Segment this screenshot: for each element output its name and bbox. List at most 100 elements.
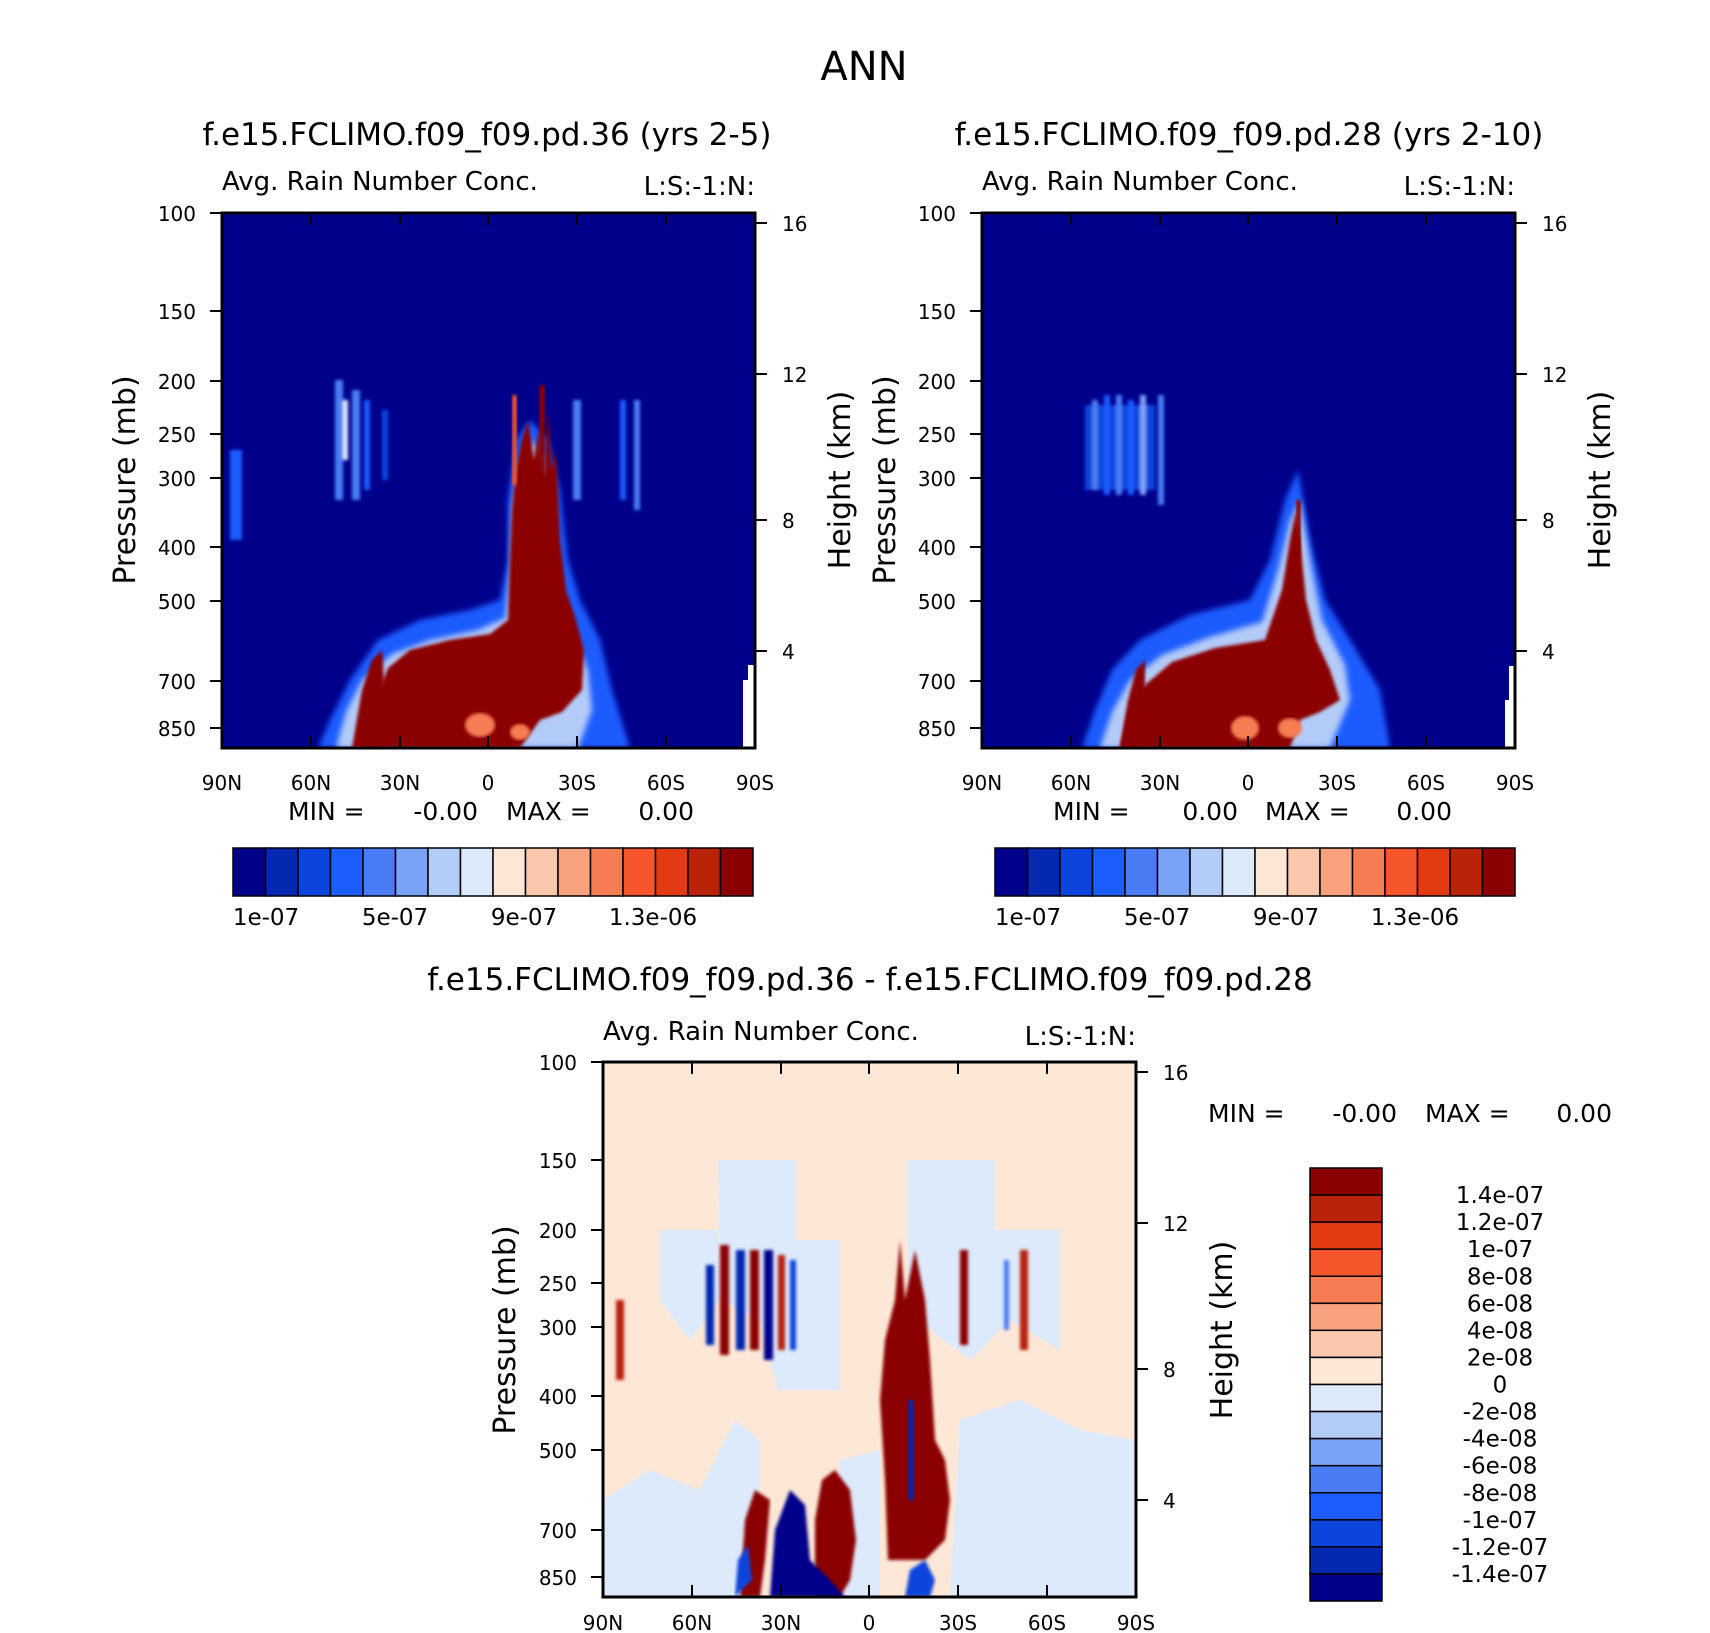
missing-data xyxy=(1505,666,1515,748)
colorbar-swatch xyxy=(994,847,1029,897)
y-tick-label: 250 xyxy=(539,1272,577,1296)
y2-tick: 4 xyxy=(1515,640,1555,664)
colorbar-swatch xyxy=(329,847,364,897)
colorbar-label: -1.2e-07 xyxy=(1452,1535,1549,1561)
warm-core-spike xyxy=(1296,500,1301,560)
colorbar-swatch xyxy=(1351,847,1386,897)
streak xyxy=(1140,395,1146,495)
heatmap-field xyxy=(982,213,1515,748)
colorbar-swatch xyxy=(1309,1221,1383,1250)
y-tick-label: 150 xyxy=(158,300,196,324)
colorbar-swatch xyxy=(1091,847,1126,897)
colorbar-swatch xyxy=(427,847,462,897)
colorbar-label: 5e-07 xyxy=(362,905,428,931)
colorbar-label: -4e-08 xyxy=(1463,1427,1538,1453)
y-tick-label: 500 xyxy=(158,590,196,614)
y2-tick-label: 16 xyxy=(1542,212,1567,236)
colorbar-label: 1.4e-07 xyxy=(1456,1183,1544,1209)
y-tick: 400 xyxy=(539,1385,603,1409)
colorbar-swatch xyxy=(1416,847,1451,897)
weak-negative xyxy=(603,1420,760,1597)
y-tick: 300 xyxy=(539,1316,603,1340)
y-tick-label: 150 xyxy=(918,300,956,324)
streak-negative xyxy=(736,1250,745,1350)
warm-patch xyxy=(465,713,495,737)
streak xyxy=(335,380,343,500)
colorbar-swatch xyxy=(1309,1492,1383,1521)
y2-tick-label: 4 xyxy=(1163,1489,1176,1513)
colorbar-swatch xyxy=(1309,1167,1383,1196)
y-tick: 500 xyxy=(918,590,982,614)
colorbar-swatch xyxy=(1309,1410,1383,1440)
x-tick: 90N xyxy=(962,213,1002,795)
y-tick-label: 500 xyxy=(539,1439,577,1463)
negative-core xyxy=(908,1400,914,1500)
y-axis: 100 150 200 250 300 400 500 700 850 xyxy=(158,202,222,741)
max-value: 0.00 xyxy=(638,797,694,826)
colorbar-label: 1e-07 xyxy=(995,905,1061,931)
colorbar-label: 8e-08 xyxy=(1467,1264,1533,1290)
y-tick: 150 xyxy=(158,300,222,324)
y-tick-label: 500 xyxy=(918,590,956,614)
streak-negative xyxy=(706,1265,714,1345)
y-tick-label: 300 xyxy=(158,467,196,491)
colorbar-label: 2e-08 xyxy=(1467,1345,1533,1371)
y2-tick-label: 8 xyxy=(782,509,795,533)
y2-tick: 16 xyxy=(755,212,807,236)
y-tick-label: 250 xyxy=(918,423,956,447)
streak-negative xyxy=(764,1250,773,1360)
x-tick: 90N xyxy=(202,213,242,795)
y-tick-label: 700 xyxy=(918,670,956,694)
y2-axis-label: Height (km) xyxy=(1205,1241,1240,1420)
colorbar-swatch xyxy=(1189,847,1224,897)
x-tick-label: 30N xyxy=(761,1611,801,1633)
y-tick: 300 xyxy=(158,467,222,491)
y-tick-label: 700 xyxy=(539,1519,577,1543)
x-tick: 60N xyxy=(291,213,331,795)
x-tick-label: 90N xyxy=(583,1611,623,1633)
y2-axis: 16 12 8 4 xyxy=(755,212,807,664)
colorbar-swatch xyxy=(1309,1383,1383,1413)
y2-axis: 16 12 8 4 xyxy=(1515,212,1567,664)
x-tick: 60S xyxy=(1407,213,1445,795)
colorbar-swatch xyxy=(1026,847,1061,897)
colorbar-swatch xyxy=(589,847,624,897)
y2-tick-label: 8 xyxy=(1163,1358,1176,1382)
y-axis: 100 150 200 250 300 400 500 700 850 xyxy=(918,202,982,741)
y-tick-label: 300 xyxy=(539,1316,577,1340)
warm-core-spike xyxy=(512,395,517,485)
colorbar-label: 1.3e-06 xyxy=(609,905,697,931)
colorbar-swatch xyxy=(1309,1248,1383,1277)
y2-tick: 4 xyxy=(1136,1489,1176,1513)
panel-control-36: f.e15.FCLIMO.f09_f09.pd.36 (yrs 2-5) Avg… xyxy=(108,117,858,931)
negative-blob xyxy=(735,1545,752,1597)
case-tag: L:S:-1:N: xyxy=(1404,172,1515,202)
y2-tick-label: 4 xyxy=(1542,640,1555,664)
colorbar-swatch xyxy=(654,847,689,897)
colorbar-label: -2e-08 xyxy=(1463,1400,1538,1426)
panel-title: f.e15.FCLIMO.f09_f09.pd.36 - f.e15.FCLIM… xyxy=(427,962,1312,998)
x-tick-label: 60N xyxy=(291,771,331,795)
streak xyxy=(634,400,640,510)
y2-axis-label: Height (km) xyxy=(823,391,858,570)
x-tick: 60S xyxy=(647,213,685,795)
min-label: MIN = xyxy=(288,797,365,826)
positive-blob xyxy=(815,1470,856,1597)
y-tick-label: 400 xyxy=(158,536,196,560)
upper-streaks xyxy=(616,1245,1028,1380)
colorbar-swatch xyxy=(1254,847,1289,897)
colorbar-swatch xyxy=(1319,847,1354,897)
min-value: -0.00 xyxy=(1332,1099,1397,1128)
colorbar-swatch xyxy=(1221,847,1256,897)
y2-tick-label: 12 xyxy=(1163,1212,1188,1236)
y-tick: 150 xyxy=(918,300,982,324)
colorbar-label: 9e-07 xyxy=(1253,905,1319,931)
x-tick-label: 90S xyxy=(1496,771,1534,795)
y-axis: 100 150 200 250 300 400 500 700 850 xyxy=(539,1051,603,1590)
streak xyxy=(1128,400,1134,495)
y-tick-label: 400 xyxy=(539,1385,577,1409)
streak-positive xyxy=(960,1250,968,1345)
y2-axis: 16 12 8 4 xyxy=(1136,1061,1188,1513)
weak-negative xyxy=(660,1230,720,1340)
max-label: MAX = xyxy=(506,797,591,826)
